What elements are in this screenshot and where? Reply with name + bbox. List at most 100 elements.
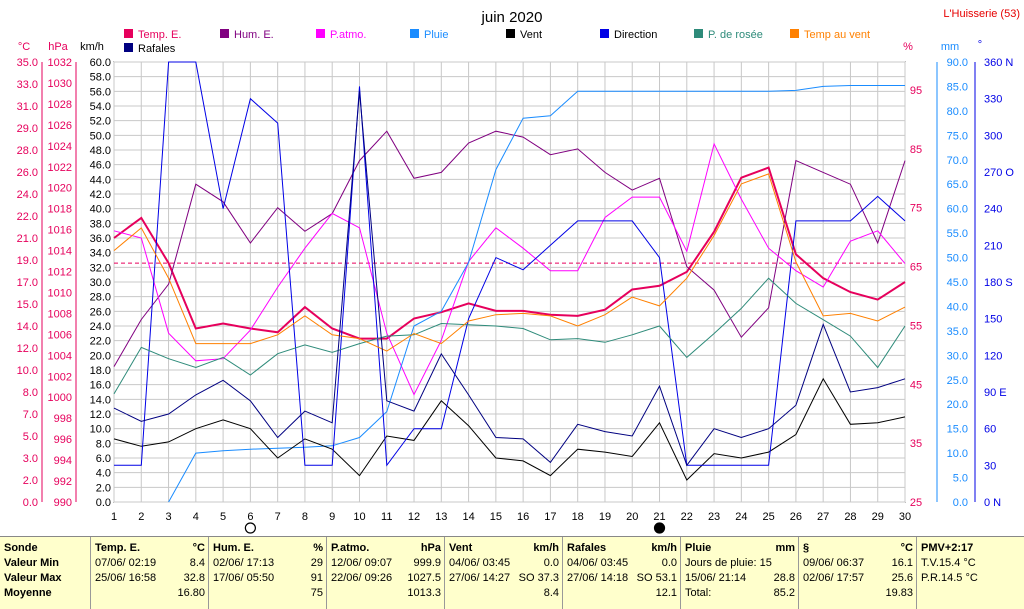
rain-tick-label: 0.0 [953, 497, 968, 509]
stats-column: Hum. E.% 02/06/ 17:13 29 17/06/ 05:50 91 75 [208, 537, 327, 609]
wind-tick-label: 28.0 [90, 292, 111, 304]
temp-tick-label: 15.0 [17, 299, 38, 311]
legend-label: Rafales [138, 43, 176, 55]
dir-tick-label: 330 [984, 94, 1002, 106]
stats-column: PMV+2:17 T.V.15.4 °C P.R.14.5 °C [916, 537, 1024, 609]
x-tick-label: 19 [599, 511, 611, 523]
stats-value: 91 [310, 572, 323, 584]
stats-value: 16.80 [177, 587, 205, 599]
stats-column-unit: hPa [420, 542, 441, 554]
dir-tick-label: 210 [984, 240, 1002, 252]
temp-tick-label: 0.0 [23, 497, 38, 509]
wind-tick-label: 22.0 [90, 336, 111, 348]
temp-tick-label: 17.0 [17, 277, 38, 289]
stats-column: Rafales km/h 04/06/ 03:45 0.0 27/06/ 14:18 SO… [562, 537, 681, 609]
stats-value: 1013.3 [407, 587, 441, 599]
stats-column-header: Hum. E.% [213, 541, 323, 556]
wind-tick-label: 20.0 [90, 350, 111, 362]
x-tick-label: 17 [544, 511, 556, 523]
stats-panel: Sonde Valeur Min Valeur Max Moyenne Temp. E.… [0, 536, 1024, 609]
stats-value: 12.1 [655, 587, 677, 599]
stats-value-row: 15/06/ 21:14 28.8 [685, 571, 795, 586]
stats-row-label: Valeur Min [4, 557, 60, 569]
axes: 35.033.031.029.028.026.024.022.021.019.0… [17, 57, 1015, 523]
stats-column: Vent km/h 04/06/ 03:45 0.0 27/06/ 14:27 SO 37… [444, 537, 563, 609]
wind-tick-label: 10.0 [90, 424, 111, 436]
temp-tick-label: 5.0 [23, 431, 38, 443]
dir-tick-label: 240 [984, 204, 1002, 216]
press-tick-label: 1028 [48, 99, 72, 111]
x-tick-label: 6 [247, 511, 253, 523]
dir-tick-label: 60 [984, 424, 996, 436]
stats-timestamp: 27/06/ 14:27 [449, 572, 511, 584]
moon-phases [244, 522, 666, 534]
press-tick-label: 1030 [48, 78, 72, 90]
temp-tick-label: 31.0 [17, 101, 38, 113]
wind-tick-label: 38.0 [90, 218, 111, 230]
stats-timestamp: P.R.14.5 °C [921, 572, 978, 584]
dir-tick-label: 30 [984, 460, 996, 472]
stats-timestamp: 07/06/ 02:19 [95, 557, 157, 569]
stats-value-row: Jours de pluie: 15 [685, 556, 795, 571]
stats-value: 28.8 [773, 572, 795, 584]
press-tick-label: 1014 [48, 246, 72, 258]
rain-tick-label: 40.0 [947, 301, 968, 313]
hum-tick-label: 85 [910, 144, 922, 156]
stats-timestamp: 09/06/ 06:37 [803, 557, 865, 569]
stats-value: 85.2 [773, 587, 795, 599]
rain-tick-label: 90.0 [947, 57, 968, 69]
stats-value-row: 27/06/ 14:18 SO 53.1 [567, 571, 677, 586]
x-tick-label: 23 [708, 511, 720, 523]
press-tick-label: 1006 [48, 329, 72, 341]
dir-tick-label: 270 O [984, 167, 1014, 179]
hum-tick-label: 35 [910, 438, 922, 450]
wind-tick-label: 6.0 [96, 453, 111, 465]
stats-value-row: P.R.14.5 °C [921, 571, 1021, 586]
legend-label: P.atmo. [330, 29, 367, 41]
x-tick-label: 29 [872, 511, 884, 523]
legend-swatch [410, 29, 419, 38]
press-tick-label: 1022 [48, 162, 72, 174]
rain-tick-label: 75.0 [947, 130, 968, 142]
unit-press: hPa [48, 41, 68, 53]
wind-tick-label: 44.0 [90, 174, 111, 186]
stats-timestamp: 02/06/ 17:57 [803, 572, 865, 584]
press-tick-label: 1016 [48, 225, 72, 237]
unit-dir: ° [978, 39, 982, 51]
dir-tick-label: 300 [984, 130, 1002, 142]
x-tick-label: 22 [681, 511, 693, 523]
stats-column-unit: °C [192, 542, 205, 554]
weather-chart: juin 2020 L'Huisserie (53) °C hPa km/h %… [17, 8, 1020, 534]
x-tick-label: 21 [653, 511, 665, 523]
stats-value: 25.6 [891, 572, 913, 584]
stats-value-row: 1013.3 [331, 586, 441, 601]
wind-tick-label: 24.0 [90, 321, 111, 333]
stats-timestamp: Jours de pluie: 15 [685, 557, 772, 569]
stats-column-header: P.atmo. hPa [331, 541, 441, 556]
wind-tick-label: 16.0 [90, 380, 111, 392]
legend-swatch [694, 29, 703, 38]
wind-tick-label: 54.0 [90, 101, 111, 113]
stats-row-label: Valeur Max [4, 572, 62, 584]
stats-column-header: Temp. E. °C [95, 541, 205, 556]
wind-tick-label: 42.0 [90, 189, 111, 201]
press-tick-label: 1018 [48, 204, 72, 216]
x-tick-label: 16 [517, 511, 529, 523]
dir-tick-label: 120 [984, 350, 1002, 362]
rain-tick-label: 5.0 [953, 473, 968, 485]
stats-timestamp: 27/06/ 14:18 [567, 572, 629, 584]
stats-value-row: 04/06/ 03:45 0.0 [567, 556, 677, 571]
press-tick-label: 1002 [48, 371, 72, 383]
series-temp-e [113, 166, 906, 340]
temp-tick-label: 3.0 [23, 453, 38, 465]
series-rafales [113, 91, 906, 467]
stats-column-header: PMV+2:17 [921, 541, 1021, 556]
series-pluie [168, 85, 905, 503]
legend-label: Pluie [424, 29, 448, 41]
stats-value: 999.9 [413, 557, 441, 569]
stats-row-label: Sonde [4, 542, 38, 554]
x-tick-label: 26 [790, 511, 802, 523]
series-hum-e [113, 130, 906, 367]
temp-tick-label: 12.0 [17, 343, 38, 355]
stats-value-row: 25/06/ 16:58 32.8 [95, 571, 205, 586]
